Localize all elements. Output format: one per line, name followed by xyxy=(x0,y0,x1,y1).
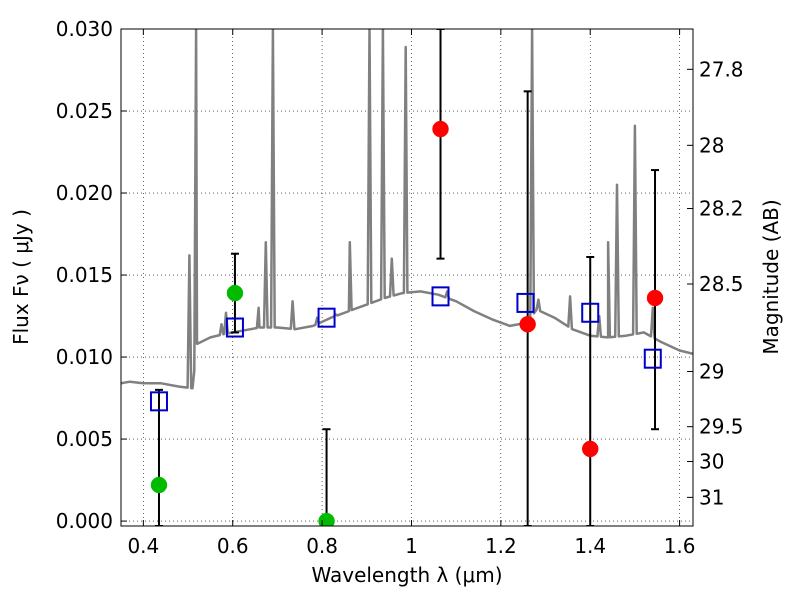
circle-marker xyxy=(432,120,449,138)
spectrum-line xyxy=(121,29,693,390)
x-tick-label: 1 xyxy=(405,534,418,558)
axis-ticks: 0.4 0.6 0.8 1 1.2 1.4 1.6 0.000 0.005 0.010 0.015 0… xyxy=(56,17,744,558)
x-tick-label: 1.4 xyxy=(574,534,606,558)
square-marker xyxy=(431,286,450,307)
mag-tick-label: 30 xyxy=(699,450,724,474)
x-tick-label: 0.4 xyxy=(127,534,159,558)
mag-tick-label: 29.5 xyxy=(699,415,744,439)
y-tick-label: 0.010 xyxy=(56,345,113,369)
square-marker xyxy=(149,391,168,412)
circle-marker xyxy=(226,284,244,302)
circle-marker xyxy=(318,512,335,526)
mag-tick-label: 27.8 xyxy=(699,57,744,81)
plot-frame xyxy=(120,28,694,527)
x-tick-label: 0.6 xyxy=(217,534,249,558)
mag-tick-label: 31 xyxy=(699,485,724,509)
y2-axis-title: Magnitude (AB) xyxy=(759,199,783,354)
square-marker xyxy=(581,302,600,323)
mag-tick-label: 28.2 xyxy=(699,197,744,221)
mag-tick-label: 28 xyxy=(699,133,724,157)
x-tick-label: 0.8 xyxy=(306,534,338,558)
y-tick-label: 0.005 xyxy=(56,427,113,451)
y-tick-label: 0.020 xyxy=(56,181,113,205)
model-spectrum xyxy=(121,29,693,390)
x-tick-label: 1.2 xyxy=(485,534,517,558)
y-tick-label: 0.000 xyxy=(56,509,113,533)
grid xyxy=(121,28,693,526)
mag-tick-label: 29 xyxy=(699,359,724,383)
x-axis-title: Wavelength λ (μm) xyxy=(311,563,502,587)
x-tick-label: 1.6 xyxy=(664,534,696,558)
circle-marker xyxy=(581,440,599,458)
square-marker xyxy=(225,317,244,338)
y-axis-title: Flux Fν ( μJy ) xyxy=(9,209,33,345)
y-tick-label: 0.025 xyxy=(56,99,113,123)
circle-marker xyxy=(150,476,168,494)
square-marker xyxy=(643,348,662,369)
y-tick-label: 0.015 xyxy=(56,263,113,287)
mag-tick-label: 28.5 xyxy=(699,272,744,296)
circle-marker xyxy=(646,289,664,307)
square-marker xyxy=(317,307,336,328)
square-marker xyxy=(516,292,535,313)
circle-marker xyxy=(519,315,536,333)
y-tick-label: 0.030 xyxy=(56,17,113,41)
